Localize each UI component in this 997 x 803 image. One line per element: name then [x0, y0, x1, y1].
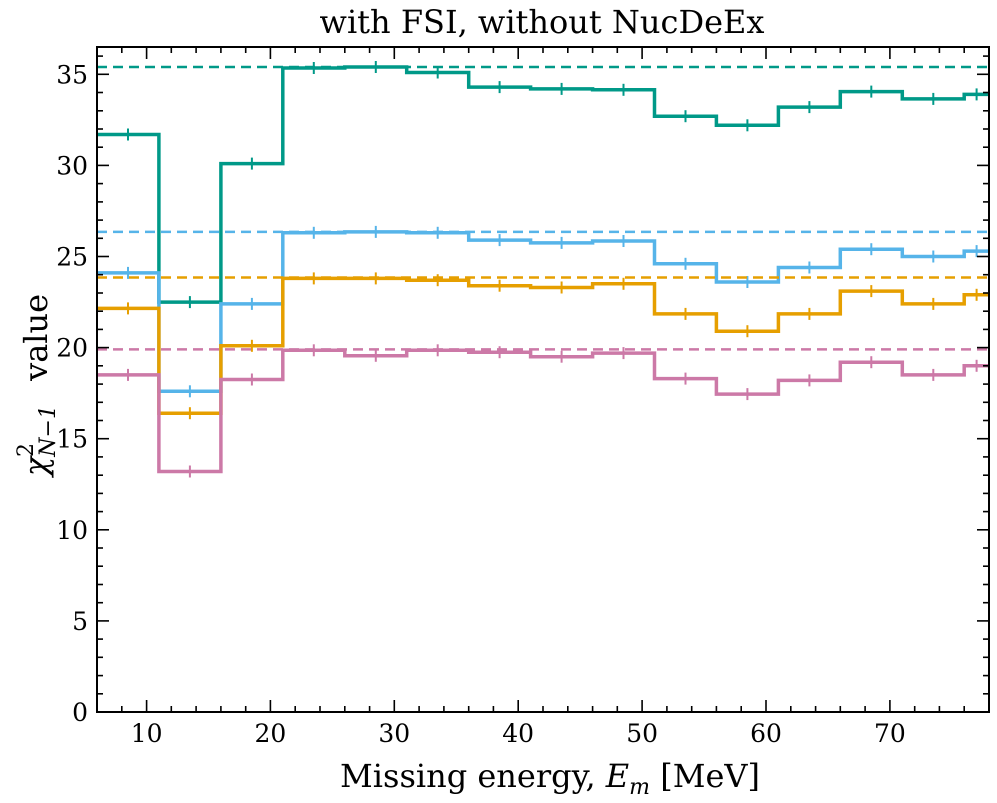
step-line [97, 230, 989, 394]
y-tick-label: 30 [56, 151, 88, 180]
x-label-prefix: Missing energy, [340, 757, 606, 795]
ticks-layer: 10 20 30 40 50 60 70 0 5 10 15 20 25 30 35 [56, 47, 990, 748]
y-tick-label: 20 [56, 334, 88, 363]
y-tick-label: 25 [56, 243, 88, 272]
series-layer [97, 61, 989, 478]
y-tick-label: 5 [72, 607, 88, 636]
y-tick-label: 10 [56, 516, 88, 545]
step-line [97, 65, 989, 304]
series-orange [97, 272, 989, 420]
y-tick-label: 15 [56, 425, 88, 454]
y-label-subscript: N−1 [36, 405, 61, 458]
x-tick-label: 60 [750, 719, 782, 748]
x-axis-label: Missing energy, Em [MeV] [340, 757, 760, 800]
step-line [97, 276, 989, 415]
svg-text:χN−1 value: χN−1 value [17, 294, 63, 478]
x-tick-label: 20 [254, 719, 286, 748]
series-pink [97, 344, 989, 478]
x-tick-label: 40 [502, 719, 534, 748]
x-label-suffix: [MeV] [650, 757, 760, 795]
x-tick-label: 10 [131, 719, 163, 748]
series-teal [97, 61, 989, 309]
series-sky-blue [97, 225, 989, 398]
x-tick-label: 30 [378, 719, 410, 748]
y-tick-label: 35 [56, 60, 88, 89]
chart-title: with FSI, without NucDeEx [320, 3, 765, 41]
y-label-superscript: 2 [14, 443, 39, 457]
y-label-suffix: value [17, 294, 55, 382]
step-line [97, 348, 989, 474]
y-label-gap [25, 381, 63, 391]
plot-frame [96, 46, 990, 713]
x-tick-label: 70 [874, 719, 906, 748]
x-label-symbol: E [605, 757, 629, 795]
y-tick-label: 0 [72, 698, 88, 727]
y-axis-label: χN−1 value 2 [14, 294, 63, 478]
y-label-symbol: χ [17, 455, 55, 478]
x-tick-label: 50 [626, 719, 658, 748]
x-label-subscript: m [629, 775, 650, 800]
